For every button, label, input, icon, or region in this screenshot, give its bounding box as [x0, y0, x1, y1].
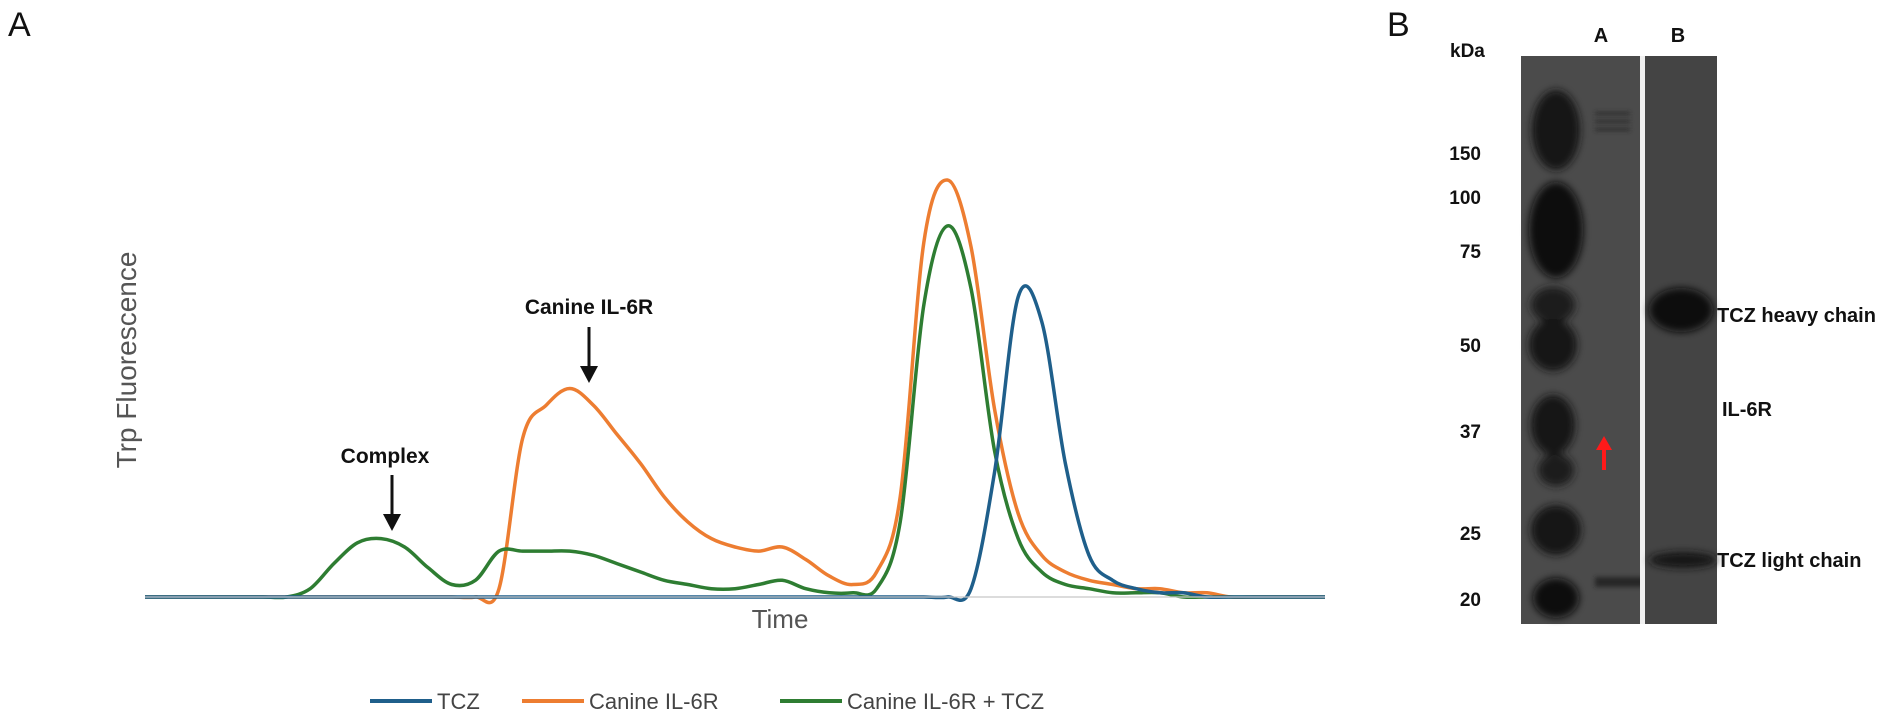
lane-label-a: A: [1594, 25, 1608, 47]
il6r-band-arrow-head: [1596, 436, 1612, 450]
unit-label-kda: kDa: [1450, 41, 1485, 62]
marker-150: 150: [1449, 144, 1481, 165]
marker-100: 100: [1449, 188, 1481, 209]
marker-20: 20: [1460, 590, 1481, 611]
y-axis-label: Trp Fluorescence: [111, 252, 142, 469]
band-label-il6r: IL-6R: [1722, 399, 1773, 421]
lane-separator: [1640, 56, 1646, 624]
series-line-canine-il-6r-tcz: [144, 224, 1325, 600]
band-label-heavy-chain: TCZ heavy chain: [1717, 305, 1876, 327]
x-axis-label: Time: [752, 604, 809, 634]
legend-label-complex: Canine IL-6R + TCZ: [847, 689, 1044, 714]
series-line-tcz: [144, 284, 1325, 602]
band-label-light-chain: TCZ light chain: [1717, 550, 1861, 572]
series-line-canine-il-6r: [144, 178, 1325, 605]
annotation-complex: Complex: [341, 445, 430, 468]
ladder-bands: [1529, 90, 1583, 618]
series-layer: [144, 178, 1325, 605]
panel-a-letter: A: [8, 6, 31, 44]
arrow-canine-il6r-head: [580, 366, 598, 383]
western-blot: kDa A B 150: [1449, 25, 1876, 624]
panel-b-letter: B: [1387, 6, 1410, 44]
marker-75: 75: [1460, 242, 1482, 263]
marker-25: 25: [1460, 524, 1482, 545]
legend-label-tcz: TCZ: [437, 689, 480, 714]
legend: TCZ Canine IL-6R Canine IL-6R + TCZ: [370, 689, 1044, 714]
marker-50: 50: [1460, 336, 1481, 357]
legend-label-canine-il6r: Canine IL-6R: [589, 689, 719, 714]
arrow-complex-head: [383, 514, 401, 531]
annotation-canine-il6r: Canine IL-6R: [525, 296, 653, 319]
marker-37: 37: [1460, 422, 1481, 443]
blot-membrane-b: [1645, 56, 1717, 624]
lane-label-b: B: [1671, 25, 1685, 47]
